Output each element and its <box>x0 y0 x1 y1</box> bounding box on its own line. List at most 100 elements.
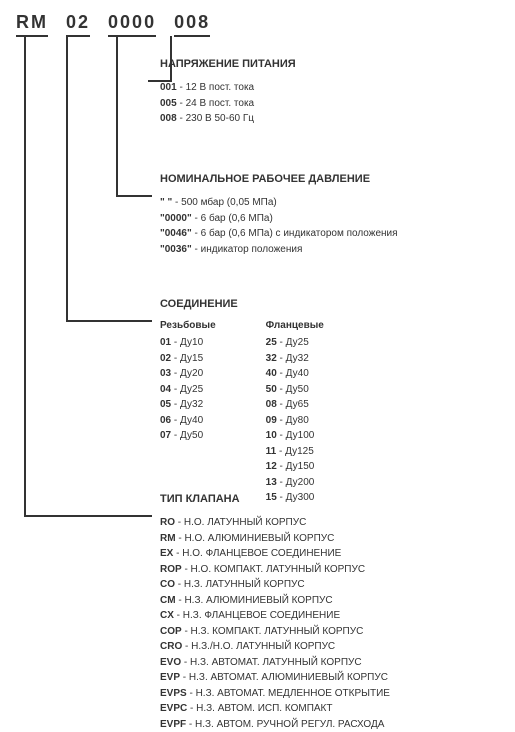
list-item: COP - Н.З. КОМПАКТ. ЛАТУННЫЙ КОРПУС <box>160 624 500 640</box>
connector-line <box>24 36 26 515</box>
item-code: EVP <box>160 672 180 683</box>
item-desc: - индикатор положения <box>192 244 303 255</box>
item-code: 08 <box>266 399 277 410</box>
list-item: "0036" - индикатор положения <box>160 242 500 258</box>
list-item: EVPC - Н.З. АВТОМ. ИСП. КОМПАКТ <box>160 701 500 717</box>
item-desc: - Ду40 <box>277 368 309 379</box>
item-code: EVPC <box>160 703 187 714</box>
list-item: CM - Н.З. АЛЮМИНИЕВЫЙ КОРПУС <box>160 593 500 609</box>
list-item: 04 - Ду25 <box>160 382 216 398</box>
connector-line <box>24 515 152 517</box>
voltage-items: 001 - 12 В пост. тока005 - 24 В пост. то… <box>160 80 500 127</box>
item-code: ROP <box>160 564 182 575</box>
item-desc: - Н.З. АВТОМАТ. МЕДЛЕННОЕ ОТКРЫТИЕ <box>187 688 390 699</box>
section-valve-type: ТИП КЛАПАНА RO - Н.О. ЛАТУННЫЙ КОРПУСRM … <box>160 493 500 732</box>
list-item: 05 - Ду32 <box>160 397 216 413</box>
item-desc: - Н.З. АВТОМАТ. АЛЮМИНИЕВЫЙ КОРПУС <box>180 672 388 683</box>
item-code: 02 <box>160 353 171 364</box>
item-code: 04 <box>160 384 171 395</box>
section-pressure: НОМИНАЛЬНОЕ РАБОЧЕЕ ДАВЛЕНИЕ " " - 500 м… <box>160 173 500 257</box>
list-item: 07 - Ду50 <box>160 428 216 444</box>
item-desc: - 24 В пост. тока <box>177 98 254 109</box>
item-code: CM <box>160 595 176 606</box>
item-desc: - Ду40 <box>171 415 203 426</box>
item-code: 005 <box>160 98 177 109</box>
col-header: Резьбовые <box>160 320 216 331</box>
item-code: 001 <box>160 82 177 93</box>
list-item: RO - Н.О. ЛАТУННЫЙ КОРПУС <box>160 515 500 531</box>
item-code: RM <box>160 533 176 544</box>
item-desc: - Ду50 <box>277 384 309 395</box>
list-item: 12 - Ду150 <box>266 459 324 475</box>
item-desc: - Ду15 <box>171 353 203 364</box>
item-code: 06 <box>160 415 171 426</box>
item-code: EVPF <box>160 719 186 730</box>
connection-columns: Резьбовые 01 - Ду1002 - Ду1503 - Ду2004 … <box>160 320 500 506</box>
item-code: CX <box>160 610 174 621</box>
item-desc: - Н.З. АВТОМАТ. ЛАТУННЫЙ КОРПУС <box>181 657 361 668</box>
item-code: " " <box>160 197 172 208</box>
item-code: "0036" <box>160 244 192 255</box>
list-item: " " - 500 мбар (0,05 МПа) <box>160 195 500 211</box>
code-seg-connection: 02 <box>66 12 90 37</box>
item-desc: - Н.З. ФЛАНЦЕВОЕ СОЕДИНЕНИЕ <box>174 610 340 621</box>
item-desc: - 12 В пост. тока <box>177 82 254 93</box>
connector-line <box>116 195 152 197</box>
item-desc: - Н.З. КОМПАКТ. ЛАТУННЫЙ КОРПУС <box>182 626 364 637</box>
item-code: CO <box>160 579 175 590</box>
item-desc: - Ду25 <box>171 384 203 395</box>
item-desc: - Ду32 <box>171 399 203 410</box>
item-code: 10 <box>266 430 277 441</box>
item-code: 40 <box>266 368 277 379</box>
connector-line <box>116 36 118 195</box>
connector-line <box>66 36 68 320</box>
section-title: ТИП КЛАПАНА <box>160 493 500 505</box>
item-code: 11 <box>266 446 277 457</box>
section-connection: СОЕДИНЕНИЕ Резьбовые 01 - Ду1002 - Ду150… <box>160 298 500 506</box>
connector-line <box>66 320 152 322</box>
section-voltage: НАПРЯЖЕНИЕ ПИТАНИЯ 001 - 12 В пост. тока… <box>160 58 500 127</box>
list-item: 50 - Ду50 <box>266 382 324 398</box>
list-item: 25 - Ду25 <box>266 335 324 351</box>
pressure-items: " " - 500 мбар (0,05 МПа)"0000" - 6 бар … <box>160 195 500 257</box>
section-title: СОЕДИНЕНИЕ <box>160 298 500 310</box>
item-desc: - Ду100 <box>277 430 315 441</box>
list-item: 02 - Ду15 <box>160 351 216 367</box>
item-desc: - Ду150 <box>277 461 315 472</box>
item-desc: - Ду80 <box>277 415 309 426</box>
list-item: EVO - Н.З. АВТОМАТ. ЛАТУННЫЙ КОРПУС <box>160 655 500 671</box>
list-item: RM - Н.О. АЛЮМИНИЕВЫЙ КОРПУС <box>160 531 500 547</box>
list-item: 11 - Ду125 <box>266 444 324 460</box>
item-desc: - Н.З. АВТОМ. ИСП. КОМПАКТ <box>187 703 332 714</box>
item-code: EVO <box>160 657 181 668</box>
list-item: CX - Н.З. ФЛАНЦЕВОЕ СОЕДИНЕНИЕ <box>160 608 500 624</box>
code-seg-pressure: 0000 <box>108 12 156 37</box>
list-item: EVP - Н.З. АВТОМАТ. АЛЮМИНИЕВЫЙ КОРПУС <box>160 670 500 686</box>
item-desc: - Ду50 <box>171 430 203 441</box>
list-item: EVPF - Н.З. АВТОМ. РУЧНОЙ РЕГУЛ. РАСХОДА <box>160 717 500 732</box>
list-item: 06 - Ду40 <box>160 413 216 429</box>
item-code: 07 <box>160 430 171 441</box>
item-code: 25 <box>266 337 277 348</box>
item-code: 09 <box>266 415 277 426</box>
item-code: 01 <box>160 337 171 348</box>
item-desc: - Н.О. ФЛАНЦЕВОЕ СОЕДИНЕНИЕ <box>173 548 341 559</box>
item-code: 008 <box>160 113 177 124</box>
list-item: EX - Н.О. ФЛАНЦЕВОЕ СОЕДИНЕНИЕ <box>160 546 500 562</box>
item-code: 13 <box>266 477 277 488</box>
code-seg-voltage: 008 <box>174 12 210 37</box>
item-desc: - Ду10 <box>171 337 203 348</box>
list-item: 09 - Ду80 <box>266 413 324 429</box>
code-seg-valve: RM <box>16 12 48 37</box>
list-item: 01 - Ду10 <box>160 335 216 351</box>
list-item: 008 - 230 В 50-60 Гц <box>160 111 500 127</box>
item-code: 12 <box>266 461 277 472</box>
list-item: 32 - Ду32 <box>266 351 324 367</box>
list-item: "0000" - 6 бар (0,6 МПа) <box>160 211 500 227</box>
item-desc: - Н.З. АЛЮМИНИЕВЫЙ КОРПУС <box>176 595 333 606</box>
valve-items: RO - Н.О. ЛАТУННЫЙ КОРПУСRM - Н.О. АЛЮМИ… <box>160 515 500 732</box>
item-desc: - Н.О. АЛЮМИНИЕВЫЙ КОРПУС <box>176 533 335 544</box>
item-code: EVPS <box>160 688 187 699</box>
item-code: EX <box>160 548 173 559</box>
item-desc: - Н.З./Н.О. ЛАТУННЫЙ КОРПУС <box>182 641 335 652</box>
